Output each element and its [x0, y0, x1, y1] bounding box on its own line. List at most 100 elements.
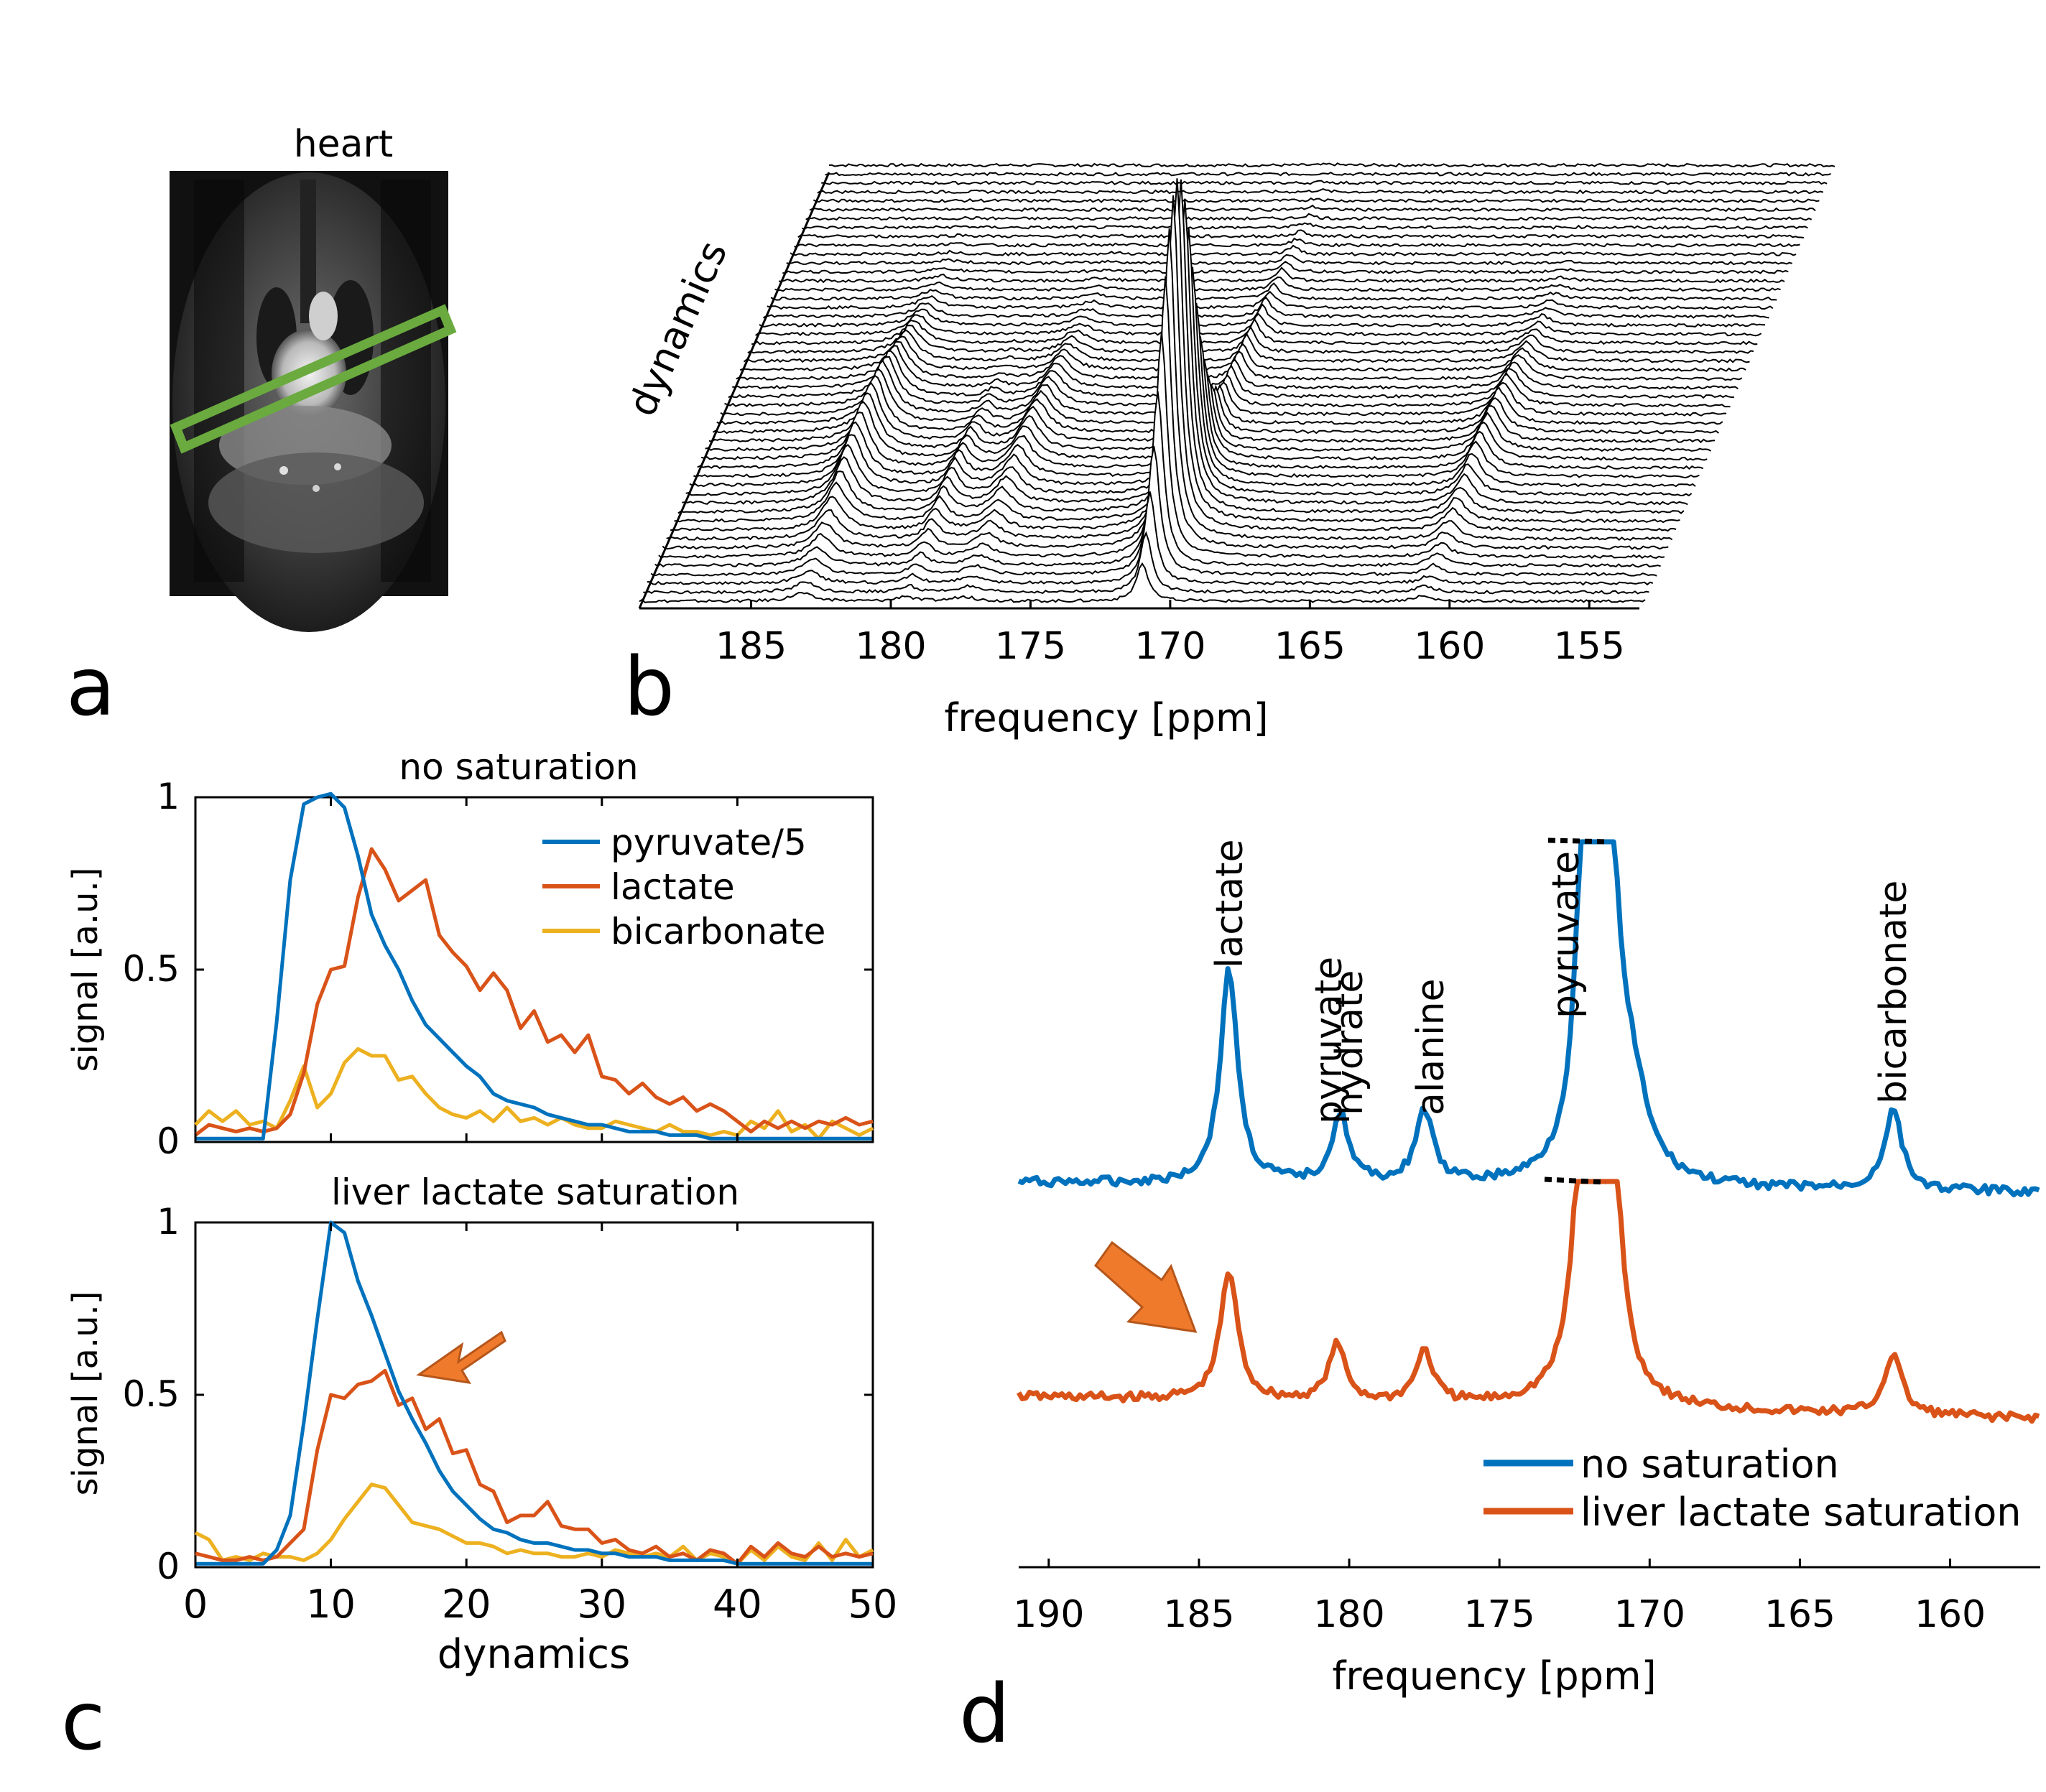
- trace-line: [639, 562, 1646, 603]
- trace-line: [693, 302, 1700, 479]
- trace-line: [782, 261, 1789, 274]
- peak-label: pyruvate: [1307, 957, 1351, 1124]
- spectrum-line-no-saturation: [1017, 839, 2040, 1198]
- trace-mask: [643, 533, 1649, 597]
- panel-c-top: no saturation 00.51 signal [a.u.] pyruva…: [65, 746, 874, 1162]
- x-tick-label: 0: [183, 1582, 208, 1627]
- trace-line: [743, 329, 1750, 363]
- legend-label-liver-saturation: liver lactate saturation: [1580, 1490, 2022, 1535]
- trace-line: [747, 325, 1754, 354]
- x-tick-label: 170: [1614, 1593, 1685, 1636]
- x-tick-label: 180: [1313, 1593, 1384, 1636]
- trace-mask: [728, 350, 1734, 401]
- roi-box: [170, 304, 457, 454]
- trace-line: [647, 491, 1654, 586]
- x-tick-label: 20: [442, 1582, 491, 1627]
- trace-line: [643, 531, 1649, 595]
- trace-line: [767, 290, 1774, 310]
- c-top-title: no saturation: [399, 746, 638, 788]
- d-series: [1016, 839, 2040, 1424]
- d-legend: no saturation liver lactate saturation: [1483, 1442, 2022, 1535]
- trace-line: [751, 317, 1758, 345]
- y-tick-label: 1: [157, 776, 180, 817]
- x-tick-label: 50: [848, 1582, 898, 1627]
- trace-mask: [805, 213, 1812, 223]
- trace-line: [790, 244, 1797, 257]
- series-line-bicarbonate: [194, 1482, 874, 1566]
- trace-line: [828, 162, 1836, 168]
- trace-mask: [813, 198, 1820, 205]
- trace-line: [794, 237, 1800, 248]
- trace-mask: [732, 345, 1739, 392]
- x-tick-label: 165: [1274, 625, 1346, 668]
- trace-line: [802, 222, 1808, 230]
- trace-line: [662, 276, 1669, 550]
- x-tick-label: 190: [1013, 1593, 1084, 1636]
- trace-line: [728, 350, 1734, 399]
- c-bottom-ticks: 00.510 10 20 30 40 50: [122, 1201, 897, 1627]
- trace-mask: [802, 223, 1808, 232]
- y-tick-label: 0.5: [122, 1373, 180, 1415]
- legend-label-no-saturation: no saturation: [1580, 1442, 1839, 1487]
- trace-mask: [724, 357, 1731, 410]
- d-xlabel: frequency [ppm]: [1332, 1653, 1656, 1699]
- x-tick-label: 185: [716, 625, 787, 668]
- trace-line: [670, 195, 1677, 532]
- trace-line: [650, 446, 1657, 577]
- x-tick-label: 170: [1134, 625, 1205, 668]
- trace-line: [654, 391, 1661, 568]
- peak-label: lactate: [1208, 839, 1251, 968]
- c-bottom-ylabel: signal [a.u.]: [65, 1291, 106, 1495]
- x-tick-label: 40: [713, 1582, 762, 1627]
- panel-label-a: a: [66, 641, 116, 734]
- trace-line: [677, 179, 1685, 514]
- trace-line: [817, 188, 1824, 195]
- y-tick-label: 1: [157, 1201, 180, 1243]
- y-tick-label: 0: [157, 1546, 180, 1587]
- waterfall-traces: [639, 162, 1836, 605]
- trace-line: [774, 276, 1781, 292]
- trace-mask: [821, 180, 1828, 187]
- trace-line: [658, 331, 1665, 560]
- panel-label-c: c: [61, 1675, 106, 1768]
- series-line-lactate: [195, 1368, 874, 1566]
- trace-mask: [797, 230, 1804, 241]
- trace-mask: [639, 563, 1645, 605]
- c-bottom-xlabel: dynamics: [438, 1631, 631, 1678]
- truncation-mark-blue: [1547, 837, 1610, 845]
- trace-line: [720, 359, 1727, 417]
- x-tick-label: 185: [1163, 1593, 1234, 1636]
- trace-line: [689, 266, 1696, 488]
- trace-mask: [810, 205, 1816, 214]
- peak-label: bicarbonate: [1872, 881, 1915, 1104]
- legend-label-lactate: lactate: [611, 866, 735, 908]
- trace-mask: [779, 267, 1785, 285]
- trace-line: [666, 228, 1673, 542]
- b-depth-axis: [638, 172, 830, 609]
- x-tick-label: 160: [1915, 1593, 1986, 1636]
- x-tick-label: 160: [1414, 625, 1485, 668]
- x-tick-label: 165: [1764, 1593, 1836, 1636]
- c-top-series: [194, 791, 874, 1141]
- series-line-pyruvate: [195, 1220, 873, 1566]
- panel-label-b: b: [624, 641, 675, 734]
- panel-a-title: heart: [294, 123, 394, 166]
- trace-mask: [721, 361, 1727, 419]
- trace-line: [685, 228, 1693, 497]
- legend-label-pyruvate: pyruvate/5: [611, 822, 807, 863]
- series-line-pyruvate: [195, 791, 873, 1141]
- c-bottom-series: [194, 1220, 874, 1566]
- trace-line: [821, 180, 1828, 185]
- panel-c-bottom: liver lactate saturation 00.510 10 20 30 40 5…: [61, 1171, 897, 1768]
- trace-line: [762, 297, 1769, 319]
- trace-line: [825, 171, 1831, 177]
- mri-image: [170, 171, 457, 632]
- b-xlabel: frequency [ppm]: [944, 695, 1268, 741]
- trace-line: [739, 335, 1746, 372]
- y-tick-label: 0.5: [122, 948, 180, 990]
- truncation-mark-orange: [1544, 1176, 1606, 1185]
- trace-mask: [786, 254, 1792, 268]
- trace-mask: [744, 330, 1750, 366]
